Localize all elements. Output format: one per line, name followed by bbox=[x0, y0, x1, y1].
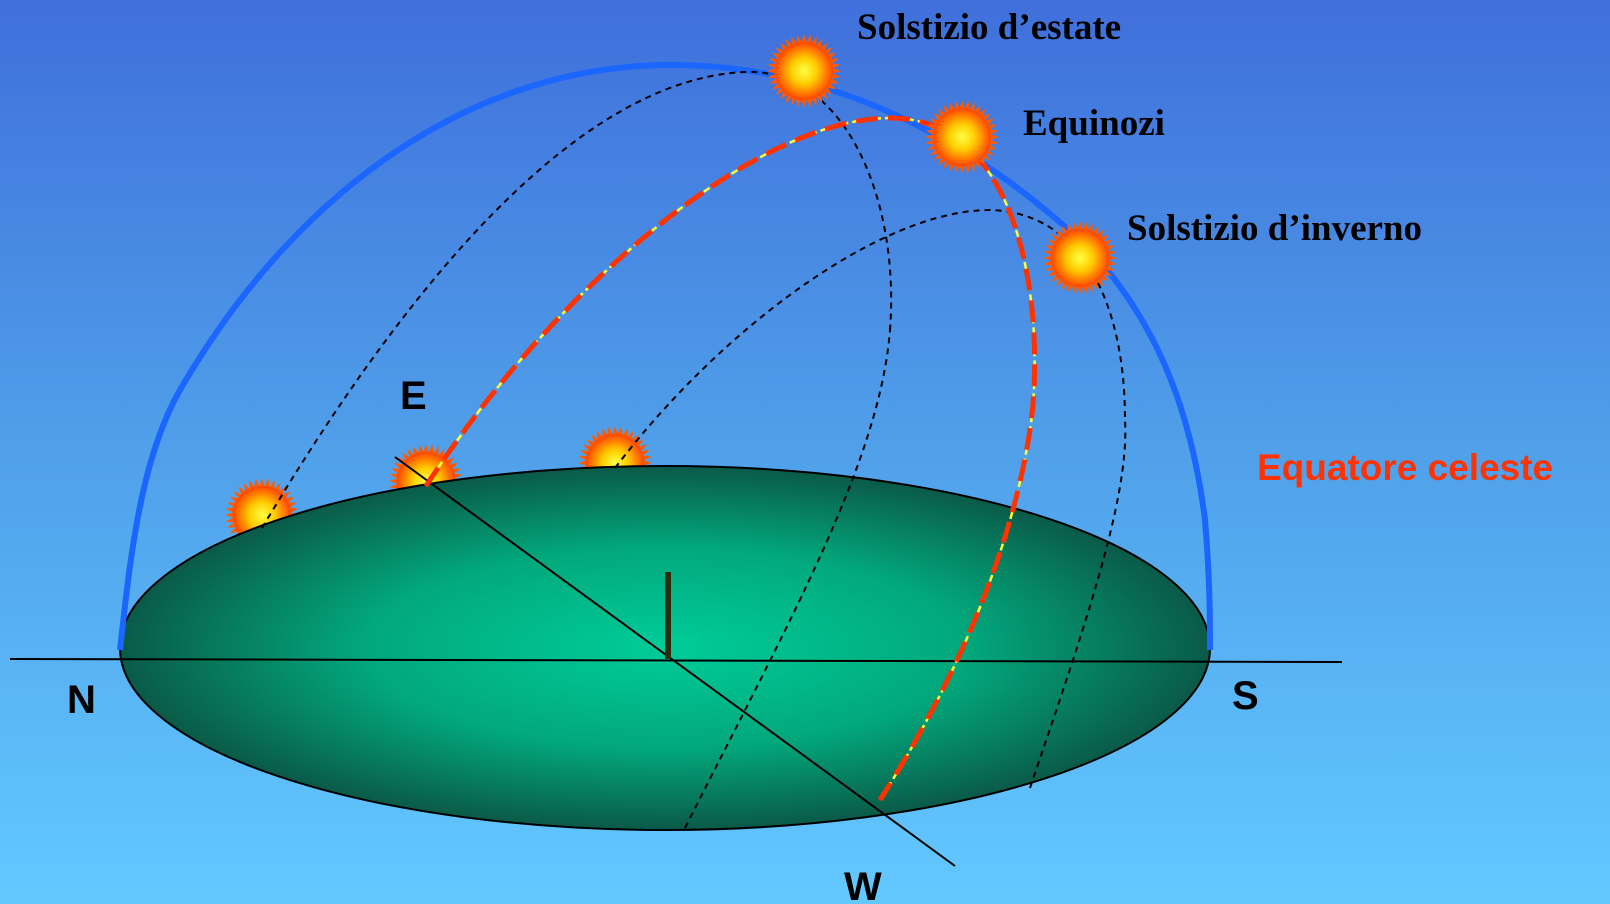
direction-south: S bbox=[1232, 674, 1259, 718]
celestial-equator-path bbox=[423, 115, 1038, 802]
label-winter-solstice: Solstizio d’inverno bbox=[1127, 208, 1422, 249]
summer-solstice-path bbox=[261, 70, 893, 529]
label-equinoxes: Equinozi bbox=[1023, 103, 1165, 144]
direction-east: E bbox=[400, 374, 427, 418]
summer-path-lower bbox=[684, 329, 891, 829]
north-south-axis bbox=[9, 658, 1343, 663]
label-celestial-equator: Equatore celeste bbox=[1257, 447, 1553, 488]
direction-west: W bbox=[844, 865, 882, 904]
direction-north: N bbox=[67, 678, 96, 722]
winter-solstice-path bbox=[614, 208, 1126, 469]
east-west-axis bbox=[394, 456, 956, 867]
winter-path-lower bbox=[1029, 419, 1127, 789]
label-summer-solstice: Solstizio d’estate bbox=[857, 7, 1121, 48]
